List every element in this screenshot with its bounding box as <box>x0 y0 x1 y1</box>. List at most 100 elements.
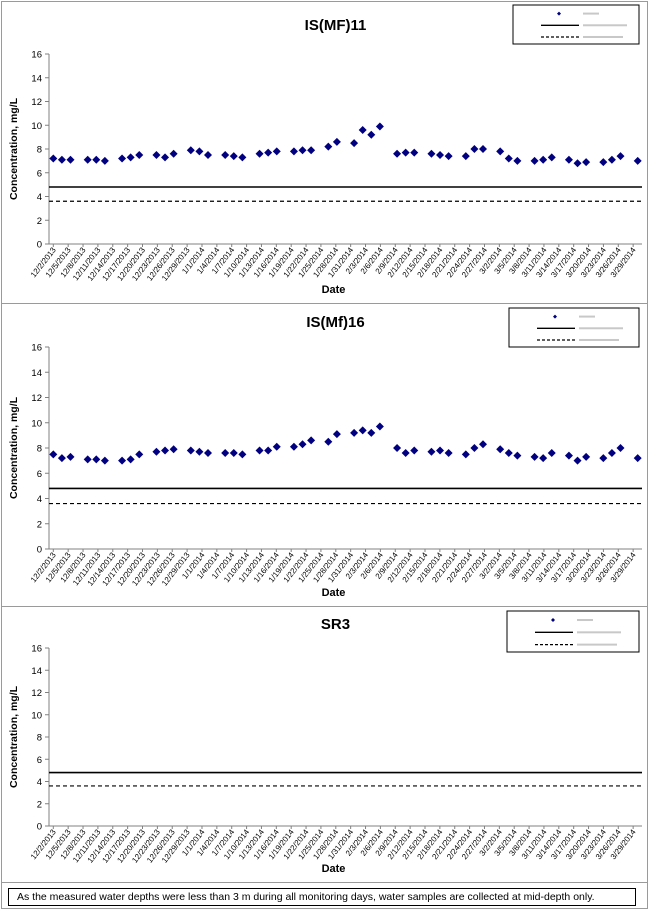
chart-title: IS(Mf)16 <box>306 314 364 331</box>
chart-ismf11: IS(MF)11 Concentration, mg/L 0 2 4 6 8 10 12 14 16… <box>8 4 642 296</box>
data-point <box>582 158 591 167</box>
data-point <box>161 153 170 162</box>
data-point <box>530 156 539 165</box>
x-axis-label: Date <box>322 863 346 875</box>
y-tick-label: 6 <box>37 168 42 179</box>
data-point <box>66 452 75 461</box>
data-point <box>186 446 195 455</box>
data-point <box>255 149 264 158</box>
data-point <box>169 149 178 158</box>
data-point <box>264 446 273 455</box>
data-point <box>238 450 247 459</box>
data-point <box>401 148 410 157</box>
data-point <box>221 449 230 458</box>
data-point <box>599 158 608 167</box>
data-point <box>83 155 92 164</box>
data-point <box>255 446 264 455</box>
data-point <box>195 447 204 456</box>
data-point <box>496 147 505 156</box>
data-point <box>289 147 298 156</box>
y-tick-label: 12 <box>31 688 42 699</box>
data-point <box>496 445 505 454</box>
data-point <box>539 155 548 164</box>
data-point <box>324 142 333 151</box>
data-point <box>298 440 307 449</box>
y-tick-label: 12 <box>31 97 42 108</box>
legend-marker <box>557 11 561 16</box>
y-tick-label: 10 <box>31 710 42 721</box>
data-point <box>221 150 230 159</box>
data-point <box>195 147 204 156</box>
data-point <box>375 422 384 431</box>
data-point <box>633 156 642 165</box>
footnote: As the measured water depths were less t… <box>8 888 636 906</box>
y-axis-label: Concentration, mg/L <box>8 685 20 788</box>
legend-entry-text <box>579 338 619 341</box>
y-tick-label: 2 <box>37 216 42 227</box>
legend-entry-text <box>577 631 621 634</box>
legend-entry-text <box>583 24 627 27</box>
data-point <box>229 449 238 458</box>
data-point <box>564 155 573 164</box>
data-point <box>564 451 573 460</box>
data-point <box>547 153 556 162</box>
data-point <box>307 436 316 445</box>
legend-entry-text <box>583 12 599 15</box>
chart-panel-ismf16: IS(Mf)16 Concentration, mg/L 0 2 4 6 8 10 12 14 16… <box>2 305 647 603</box>
y-axis-label: Concentration, mg/L <box>8 97 20 200</box>
y-tick-label: 2 <box>37 799 42 810</box>
y-tick-label: 4 <box>37 777 42 788</box>
x-axis-label: Date <box>322 284 346 296</box>
data-point <box>427 447 436 456</box>
data-point <box>152 447 161 456</box>
y-axis-label: Concentration, mg/L <box>8 396 20 499</box>
data-point <box>186 146 195 155</box>
data-point <box>616 444 625 452</box>
data-point <box>410 148 419 157</box>
y-tick-label: 16 <box>31 343 42 354</box>
data-point <box>504 154 513 163</box>
legend-entry-text <box>577 643 617 646</box>
y-tick-label: 2 <box>37 519 42 530</box>
y-tick-label: 16 <box>31 50 42 61</box>
data-point <box>332 137 341 146</box>
data-point <box>444 449 453 458</box>
data-point <box>92 455 101 464</box>
data-point <box>229 152 238 161</box>
data-point <box>513 451 522 460</box>
data-point <box>479 440 488 449</box>
data-point <box>436 150 445 159</box>
data-point <box>410 446 419 455</box>
legend-marker <box>553 314 557 319</box>
data-point <box>118 154 127 163</box>
legend-marker <box>551 618 555 623</box>
data-point <box>83 455 92 464</box>
y-tick-label: 14 <box>31 368 42 379</box>
y-tick-label: 6 <box>37 755 42 766</box>
data-point <box>57 454 66 463</box>
y-tick-label: 14 <box>31 73 42 84</box>
data-point <box>513 156 522 165</box>
data-point <box>49 450 58 459</box>
data-point <box>92 155 101 164</box>
data-point <box>427 149 436 158</box>
data-point <box>616 152 625 161</box>
legend-entry-text <box>583 35 623 38</box>
legend-entry-text <box>579 315 595 318</box>
data-point <box>57 155 66 164</box>
data-point <box>350 139 359 148</box>
data-point <box>100 156 109 165</box>
data-point <box>470 444 479 452</box>
y-tick-label: 6 <box>37 469 42 480</box>
data-point <box>539 454 548 463</box>
data-point <box>367 428 376 437</box>
chart-title: SR3 <box>321 616 350 633</box>
y-tick-label: 0 <box>37 545 42 556</box>
chart-ismf16: IS(Mf)16 Concentration, mg/L 0 2 4 6 8 10 12 14 16… <box>8 307 642 599</box>
data-point <box>298 146 307 155</box>
data-point <box>135 150 144 159</box>
data-point <box>152 150 161 159</box>
data-point <box>289 442 298 451</box>
